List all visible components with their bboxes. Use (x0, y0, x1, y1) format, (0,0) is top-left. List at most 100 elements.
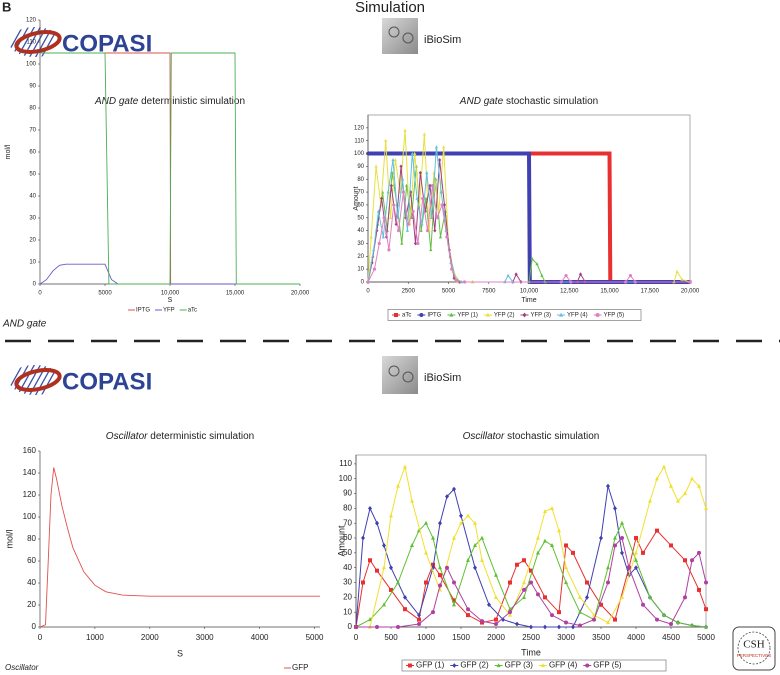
marker (569, 280, 573, 284)
marker (384, 138, 388, 142)
marker (690, 558, 694, 563)
tool-icon (382, 18, 418, 54)
marker (473, 565, 477, 571)
marker (680, 277, 684, 281)
marker (431, 610, 435, 615)
marker (417, 612, 421, 618)
y-tick-label: 100 (26, 62, 37, 68)
marker (419, 228, 423, 232)
chart-title: Oscillator stochastic simulation (463, 431, 600, 442)
y-tick-label: 60 (357, 203, 364, 209)
marker (522, 594, 526, 599)
marker (392, 203, 396, 207)
csh-logo: CSH PERSPECTIVES (732, 626, 776, 671)
marker (408, 663, 412, 668)
y-tick-label: 100 (354, 151, 365, 157)
marker (425, 170, 429, 175)
marker (452, 663, 457, 668)
marker (389, 565, 393, 571)
marker (438, 520, 442, 526)
y-tick-label: 120 (23, 490, 37, 499)
marker (387, 248, 391, 252)
marker (361, 535, 365, 541)
marker (370, 260, 374, 265)
x-tick-label: 17,500 (641, 289, 660, 295)
y-tick-label: 0 (32, 622, 37, 631)
marker (438, 158, 442, 162)
marker (438, 573, 442, 578)
marker (466, 557, 470, 562)
series-line (356, 537, 707, 628)
tool-icon (382, 356, 418, 394)
legend-label: GFP (292, 663, 308, 672)
marker (550, 613, 554, 618)
marker (655, 476, 659, 481)
marker (420, 222, 424, 226)
marker (434, 145, 439, 149)
marker (400, 241, 404, 245)
marker (485, 312, 490, 317)
marker (401, 177, 405, 181)
marker (422, 132, 426, 136)
marker (557, 528, 561, 533)
marker (372, 267, 377, 271)
marker (624, 280, 628, 284)
marker (704, 580, 708, 585)
marker (508, 610, 512, 615)
marker (449, 312, 454, 317)
marker (445, 494, 449, 499)
marker (620, 594, 624, 599)
marker (550, 543, 554, 548)
marker (403, 464, 407, 469)
figure-title: Simulation (355, 0, 425, 16)
y-tick-label: 40 (343, 563, 352, 572)
marker (530, 256, 534, 261)
marker (641, 550, 645, 555)
marker (536, 550, 540, 555)
marker (435, 216, 439, 220)
marker (620, 520, 624, 525)
marker (428, 183, 432, 188)
marker (375, 568, 379, 573)
marker (421, 196, 425, 201)
y-tick-label: 30 (29, 216, 36, 222)
y-tick-label: 80 (29, 106, 36, 112)
x-tick-label: 5000 (442, 289, 456, 295)
marker (515, 621, 519, 627)
marker (578, 594, 582, 599)
marker (438, 565, 442, 570)
marker (564, 620, 568, 625)
marker (380, 196, 384, 201)
marker (606, 483, 610, 489)
x-tick-label: 10,000 (161, 291, 180, 297)
marker (704, 505, 708, 510)
marker (376, 209, 381, 213)
marker (375, 520, 379, 526)
y-tick-label: 100 (23, 512, 37, 521)
y-axis-label: Amount (353, 186, 360, 210)
marker (439, 190, 443, 194)
x-tick-label: 1000 (86, 633, 104, 642)
marker (697, 483, 701, 488)
marker (508, 612, 512, 617)
legend-label: GFP (4) (549, 661, 578, 670)
x-tick-label: 12,500 (560, 289, 579, 295)
marker (655, 528, 659, 533)
marker (466, 613, 470, 618)
marker (473, 543, 477, 548)
marker (543, 595, 547, 600)
y-tick-label: 20 (343, 592, 352, 601)
marker (529, 580, 533, 585)
marker (442, 203, 447, 207)
x-tick-label: 5000 (306, 633, 324, 642)
y-tick-label: 80 (27, 534, 36, 543)
marker (393, 158, 397, 162)
title-text: stochastic simulation (507, 431, 599, 442)
marker (466, 607, 470, 612)
marker (522, 580, 526, 585)
section-label: AND gate (2, 319, 47, 330)
marker (396, 580, 400, 585)
marker (662, 612, 666, 617)
x-tick-label: 3000 (557, 633, 575, 642)
marker (459, 513, 463, 519)
